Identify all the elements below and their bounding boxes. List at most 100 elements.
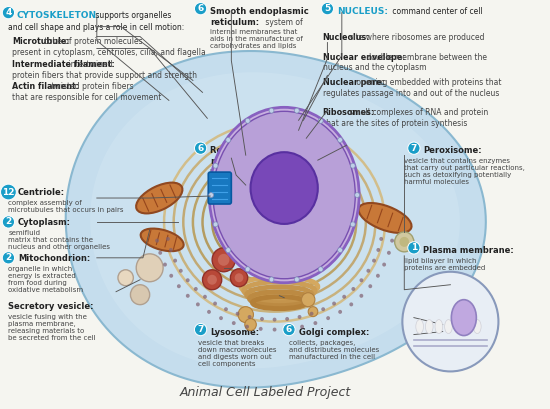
Circle shape — [219, 316, 223, 320]
Circle shape — [196, 302, 200, 306]
Circle shape — [163, 263, 167, 267]
Text: small complexes of RNA and protein: small complexes of RNA and protein — [347, 108, 488, 117]
Circle shape — [136, 254, 163, 282]
Text: internal membranes that
aids in the manufacture of
carbohydrates and lipids: internal membranes that aids in the manu… — [210, 29, 303, 49]
Ellipse shape — [136, 182, 183, 213]
Circle shape — [269, 108, 274, 113]
Circle shape — [238, 307, 254, 323]
Circle shape — [273, 328, 277, 332]
Text: double membrane between the: double membrane between the — [364, 52, 487, 61]
Text: vesicle that breaks
down macromolecules
and digests worn out
cell components: vesicle that breaks down macromolecules … — [197, 339, 276, 366]
Text: lipid bilayer in which
proteins are embedded: lipid bilayer in which proteins are embe… — [404, 258, 486, 271]
Ellipse shape — [251, 152, 318, 224]
Ellipse shape — [416, 319, 424, 334]
Circle shape — [248, 315, 251, 319]
Text: Cytoplasm:: Cytoplasm: — [18, 218, 71, 227]
Circle shape — [314, 321, 317, 325]
Circle shape — [260, 317, 264, 321]
Circle shape — [342, 295, 346, 299]
Text: supports organelles: supports organelles — [93, 11, 172, 20]
Circle shape — [355, 193, 360, 198]
Circle shape — [350, 163, 355, 168]
Circle shape — [245, 267, 250, 272]
Circle shape — [130, 285, 150, 305]
Text: tube of protein molecules: tube of protein molecules — [42, 36, 142, 45]
Text: Golgi complex:: Golgi complex: — [299, 328, 369, 337]
Circle shape — [287, 327, 290, 331]
Text: collects, packages,
and distributes molecules
manufactured in the cell: collects, packages, and distributes mole… — [289, 339, 379, 360]
Text: Secretory vesicle:: Secretory vesicle: — [8, 302, 94, 311]
Text: vesicle fusing with the
plasma membrane,
releasing materials to
be secreted from: vesicle fusing with the plasma membrane,… — [8, 314, 96, 341]
Text: Lipid bilayer: Lipid bilayer — [416, 290, 463, 299]
Circle shape — [245, 118, 250, 123]
Circle shape — [318, 267, 323, 272]
Circle shape — [224, 307, 228, 311]
Circle shape — [368, 284, 372, 288]
Circle shape — [194, 287, 198, 291]
Text: present in cytoplasm, centrioles, cilia, and flagella: present in cytoplasm, centrioles, cilia,… — [12, 47, 206, 56]
Text: semifluid
matrix that contains the
nucleus and other organelles: semifluid matrix that contains the nucle… — [8, 230, 111, 250]
Ellipse shape — [464, 319, 471, 334]
Circle shape — [245, 325, 249, 329]
Text: Membrane protein: Membrane protein — [416, 305, 487, 314]
Ellipse shape — [425, 319, 433, 334]
Circle shape — [232, 321, 236, 325]
Text: command center of cell: command center of cell — [390, 7, 482, 16]
Text: opening embedded with proteins that: opening embedded with proteins that — [355, 79, 502, 88]
Text: Intermediate filament:: Intermediate filament: — [12, 61, 115, 70]
Circle shape — [203, 295, 207, 299]
Text: reticulum:: reticulum: — [210, 18, 259, 27]
Text: 4: 4 — [6, 8, 12, 17]
Text: regulates passage into and out of the nucleus: regulates passage into and out of the nu… — [323, 90, 499, 99]
Circle shape — [207, 310, 211, 314]
Circle shape — [212, 248, 235, 272]
Ellipse shape — [359, 203, 411, 233]
Text: 7: 7 — [411, 144, 417, 153]
FancyBboxPatch shape — [208, 172, 232, 204]
Circle shape — [332, 301, 336, 306]
Circle shape — [294, 108, 299, 113]
Text: Actin filament:: Actin filament: — [12, 83, 79, 92]
Ellipse shape — [209, 107, 359, 283]
Circle shape — [273, 318, 277, 321]
Circle shape — [213, 301, 217, 306]
Circle shape — [158, 251, 162, 255]
Circle shape — [350, 222, 355, 227]
Text: Microtubule:: Microtubule: — [12, 36, 70, 45]
Text: Nucleolus:: Nucleolus: — [323, 33, 370, 42]
Circle shape — [318, 118, 323, 123]
Ellipse shape — [444, 319, 452, 334]
Circle shape — [387, 251, 391, 255]
Circle shape — [269, 277, 274, 282]
Text: system of: system of — [263, 18, 303, 27]
Circle shape — [366, 269, 370, 273]
Circle shape — [376, 248, 380, 252]
Text: membranes studded with
ribosomes that carry out
protein synthesis: membranes studded with ribosomes that ca… — [210, 168, 300, 188]
Circle shape — [118, 270, 133, 286]
Circle shape — [235, 312, 239, 316]
Text: NUCLEUS:: NUCLEUS: — [337, 7, 388, 16]
Circle shape — [395, 232, 414, 252]
Circle shape — [399, 237, 409, 247]
Text: Ribosomes:: Ribosomes: — [323, 108, 375, 117]
Circle shape — [166, 237, 170, 241]
Circle shape — [338, 310, 342, 314]
Text: vesicle that contains enzymes
that carry out particular reactions,
such as detox: vesicle that contains enzymes that carry… — [404, 158, 525, 185]
Circle shape — [349, 302, 353, 306]
Text: 6: 6 — [286, 325, 292, 334]
Circle shape — [390, 238, 394, 243]
Circle shape — [218, 254, 229, 266]
Ellipse shape — [435, 319, 443, 334]
Text: reticulum:: reticulum: — [210, 157, 259, 166]
Circle shape — [285, 317, 289, 321]
Circle shape — [202, 270, 222, 290]
Circle shape — [226, 247, 230, 253]
Ellipse shape — [454, 319, 462, 334]
Circle shape — [186, 278, 190, 282]
Text: 12: 12 — [2, 188, 15, 197]
Circle shape — [169, 248, 173, 252]
Circle shape — [294, 277, 299, 282]
Circle shape — [235, 273, 243, 282]
Ellipse shape — [452, 300, 476, 335]
Circle shape — [173, 258, 177, 263]
